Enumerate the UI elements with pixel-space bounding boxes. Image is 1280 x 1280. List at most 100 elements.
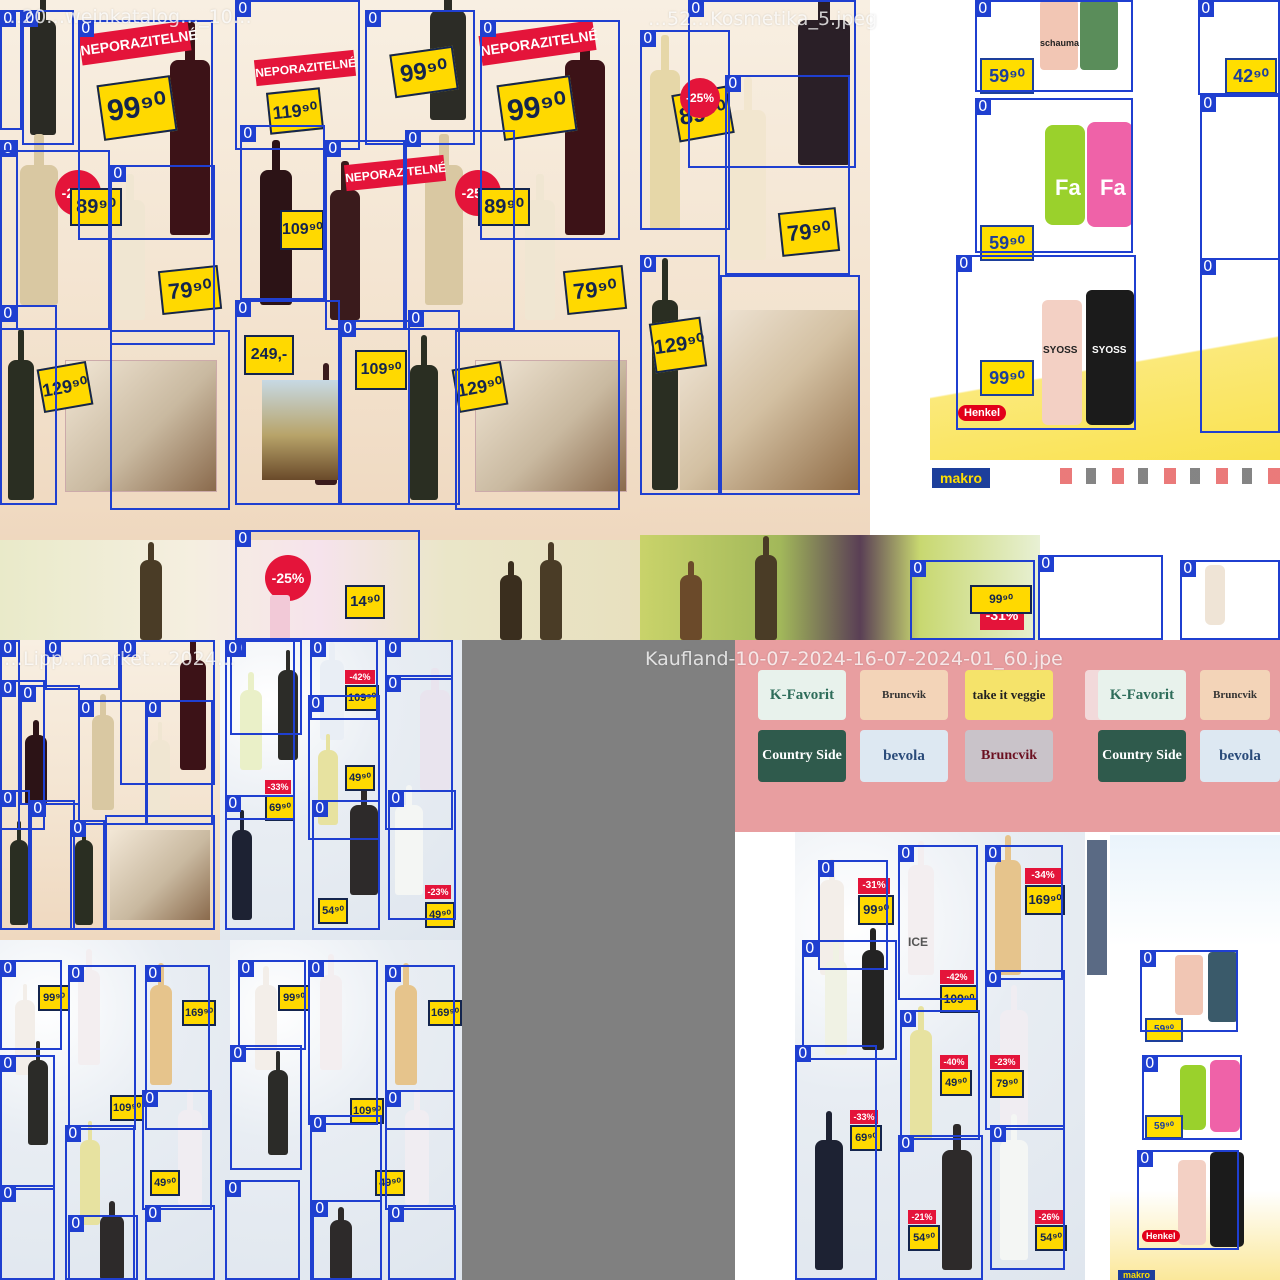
- class-label: 0: [78, 20, 94, 37]
- class-label: 0: [985, 845, 1001, 862]
- class-label: 0: [340, 320, 356, 337]
- detection-box: 0: [340, 320, 410, 505]
- class-label: 0: [408, 310, 424, 327]
- detection-box: 0: [0, 1185, 55, 1280]
- detection-box: 0: [1038, 555, 1163, 640]
- detection-box: 0: [0, 305, 57, 505]
- class-label: 0: [45, 640, 61, 657]
- bottle-icon: [395, 963, 417, 1085]
- bottle-icon: [30, 0, 56, 135]
- bottle-icon: [815, 1111, 843, 1270]
- bottle-icon: [80, 1121, 100, 1225]
- price-tag: 79⁹⁰: [990, 1070, 1024, 1098]
- discount-badge: -25%: [265, 555, 311, 601]
- class-label: 0: [235, 0, 251, 17]
- price-tag: 54⁹⁰: [1035, 1225, 1067, 1251]
- class-label: 0: [312, 1200, 328, 1217]
- bottle-icon: [500, 560, 522, 640]
- bottle-icon: [942, 1123, 972, 1270]
- discount-badge: -33%: [265, 780, 291, 794]
- vineyard-band: [0, 540, 640, 640]
- shampoo-bottle: [1042, 300, 1082, 425]
- detection-box: 0: [225, 1180, 300, 1280]
- detection-box: 0: [365, 10, 475, 145]
- bottle-icon: [8, 329, 34, 500]
- class-label: 0: [0, 790, 16, 807]
- tile-top-right: 89⁹⁰ 79⁹⁰ 129⁹⁰ -25% -31% Fa Fa SYOSS SY…: [640, 0, 1280, 640]
- discount-badge: -33%: [850, 1110, 878, 1124]
- bottle-icon: [420, 668, 450, 790]
- price-tag: 99⁹⁰: [970, 585, 1032, 614]
- shampoo-bottle: [1080, 0, 1118, 70]
- henkel-logo: Henkel: [958, 405, 1007, 421]
- class-label: 0: [142, 1090, 158, 1107]
- ice-label: ICE: [908, 935, 929, 949]
- class-label: 0: [990, 1125, 1006, 1142]
- detection-box: 0: [240, 125, 325, 300]
- bottle-icon: [395, 785, 423, 895]
- bottle-icon: [525, 173, 555, 320]
- class-label: 0: [385, 1090, 401, 1107]
- detection-box: 0: [725, 75, 850, 275]
- class-label: 0: [0, 680, 16, 697]
- bottle-icon: [320, 954, 342, 1070]
- bottle-icon: [350, 785, 378, 895]
- detection-box: 0: [688, 0, 856, 168]
- detection-box: 0: [802, 940, 897, 1060]
- detection-box: 0: [225, 795, 295, 930]
- shower-gel-bottle: [1180, 1065, 1206, 1130]
- detection-box: 0: [975, 98, 1133, 253]
- class-label: 0: [0, 640, 16, 657]
- bottle-icon: [92, 694, 114, 810]
- price-tag: 99⁹⁰: [980, 360, 1034, 396]
- brand-card: bevola: [1200, 730, 1280, 782]
- bottle-icon: [825, 939, 847, 1055]
- detection-box: 0: [20, 685, 80, 805]
- detection-box: 0: [45, 640, 120, 690]
- bottle-icon: [140, 542, 162, 640]
- class-label: 0: [795, 1045, 811, 1062]
- price-tag: 99⁹⁰: [858, 895, 894, 925]
- detection-box: 0: [1200, 95, 1280, 260]
- bottle-icon: [232, 810, 252, 920]
- class-label: 0: [65, 1125, 81, 1142]
- detection-box: 0: [385, 640, 453, 680]
- detection-box: 0: [0, 960, 62, 1050]
- discount-badge: -42%: [940, 970, 974, 984]
- class-label: 0: [235, 530, 251, 547]
- price-tag: 89⁹⁰: [70, 188, 122, 226]
- wine-box-pack: [680, 310, 860, 490]
- discount-badge: -21%: [908, 1210, 936, 1224]
- bottle-icon: [1000, 1113, 1028, 1260]
- detection-box: [455, 330, 620, 510]
- price-tag: 109⁹⁰: [280, 210, 324, 250]
- discount-badge: -25%: [680, 78, 720, 118]
- brand-card: Bruncvik: [965, 730, 1053, 782]
- price-tag: 99⁹⁰: [38, 985, 70, 1011]
- class-label: 0: [310, 1115, 326, 1132]
- class-label: 0: [388, 790, 404, 807]
- class-label: 0: [365, 10, 381, 27]
- detection-box: 0: [308, 695, 380, 840]
- bottle-icon: [150, 963, 172, 1085]
- class-label: 0: [910, 560, 926, 577]
- detection-box: 0: [405, 130, 515, 330]
- price-tag: 49⁹⁰: [940, 1070, 972, 1096]
- fa-logo: Fa: [1055, 175, 1081, 200]
- detection-box: 0: [70, 820, 105, 930]
- class-label: 0: [30, 800, 46, 817]
- bottle-icon: [730, 77, 766, 260]
- detection-box: 0: [385, 965, 455, 1130]
- detection-box: 0: [0, 790, 30, 930]
- detection-box: 0: [385, 675, 453, 830]
- class-label: 0: [20, 685, 36, 702]
- shampoo-bottle: [1175, 955, 1203, 1015]
- syoss-logo: SYOSS: [1043, 345, 1078, 356]
- detection-box: 0: [640, 255, 720, 495]
- bottle-icon: [330, 1206, 352, 1280]
- blue-header: [1087, 840, 1107, 975]
- detection-box: 0: [795, 1045, 877, 1280]
- detection-box: 0: [990, 1125, 1065, 1270]
- detection-box: 0: [900, 1010, 980, 1140]
- detection-box: 0: [22, 10, 74, 145]
